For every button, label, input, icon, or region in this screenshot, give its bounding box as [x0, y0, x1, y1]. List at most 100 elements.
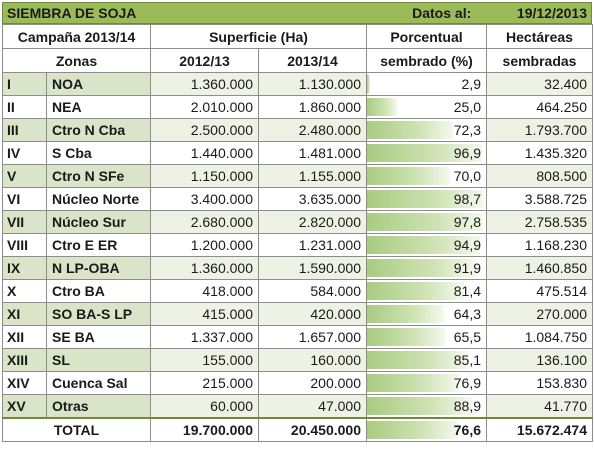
table-row: XIII SL 155.000 160.000 85,1 136.100 — [2, 348, 593, 372]
surface-2013-14: 1.481.000 — [258, 141, 367, 165]
year1-header: 2012/13 — [150, 48, 259, 73]
header-row-2: Zonas 2012/13 2013/14 sembrado (%) sembr… — [2, 48, 593, 73]
table-row: V Ctro N SFe 1.150.000 1.155.000 70,0 808.500 — [2, 164, 593, 188]
percent-sown: 96,9 — [453, 145, 481, 161]
surface-2012-13: 3.400.000 — [150, 187, 259, 211]
total-hectares: 15.672.474 — [486, 416, 593, 442]
percent-bar — [367, 121, 454, 139]
table-row: XV Otras 60.000 47.000 88,9 41.770 — [2, 394, 593, 418]
zone-name: NEA — [46, 95, 151, 119]
percent-bar — [367, 282, 464, 300]
percent-cell: 96,9 — [366, 141, 487, 165]
total-percent-bar — [367, 420, 459, 439]
percent-sown: 94,9 — [453, 237, 481, 253]
date-value: 19/12/2013 — [516, 5, 587, 21]
hectares-sown: 41.770 — [486, 394, 593, 418]
zone-name: N LP-OBA — [46, 256, 151, 280]
percent-cell: 64,3 — [366, 302, 487, 326]
zone-number: II — [2, 95, 47, 119]
percent-cell: 72,3 — [366, 118, 487, 142]
percent-sown: 70,0 — [453, 168, 481, 184]
zone-name: SL — [46, 348, 151, 372]
total-label: TOTAL — [2, 416, 151, 442]
surface-2012-13: 1.360.000 — [150, 72, 259, 96]
header-row-1: Campaña 2013/14 Superficie (Ha) Porcentu… — [2, 24, 593, 49]
percent-bar — [367, 397, 473, 415]
percent-cell: 2,9 — [366, 72, 487, 96]
percent-cell: 65,5 — [366, 325, 487, 349]
percent-bar — [367, 190, 485, 208]
table-row: II NEA 2.010.000 1.860.000 25,0 464.250 — [2, 95, 593, 119]
percent-bar — [367, 328, 445, 346]
percent-bar — [367, 351, 469, 369]
surface-2012-13: 1.200.000 — [150, 233, 259, 257]
zone-number: III — [2, 118, 47, 142]
zone-number: X — [2, 279, 47, 303]
table-row: IV S Cba 1.440.000 1.481.000 96,9 1.435.320 — [2, 141, 593, 165]
hectares-header-line2: sembradas — [486, 48, 593, 73]
percent-sown: 25,0 — [453, 99, 481, 115]
total-2013-14: 20.450.000 — [258, 416, 367, 442]
zone-name: Ctro N Cba — [46, 118, 151, 142]
zone-name: Otras — [46, 394, 151, 418]
surface-2012-13: 1.150.000 — [150, 164, 259, 188]
surface-2013-14: 1.657.000 — [258, 325, 367, 349]
table-row: IX N LP-OBA 1.360.000 1.590.000 91,9 1.460.85… — [2, 256, 593, 280]
zone-name: Núcleo Sur — [46, 210, 151, 234]
percent-cell: 98,7 — [366, 187, 487, 211]
hectares-sown: 32.400 — [486, 72, 593, 96]
total-percent-cell: 76,6 — [366, 416, 487, 442]
hectares-sown: 464.250 — [486, 95, 593, 119]
percent-bar — [367, 167, 451, 185]
hectares-sown: 2.758.535 — [486, 210, 593, 234]
zone-number: VII — [2, 210, 47, 234]
total-2012-13: 19.700.000 — [150, 416, 259, 442]
hectares-sown: 1.460.850 — [486, 256, 593, 280]
percent-sown: 97,8 — [453, 214, 481, 230]
percent-bar — [367, 144, 483, 162]
surface-2013-14: 200.000 — [258, 371, 367, 395]
surface-2013-14: 584.000 — [258, 279, 367, 303]
percent-sown: 2,9 — [461, 76, 481, 92]
table-row: X Ctro BA 418.000 584.000 81,4 475.514 — [2, 279, 593, 303]
surface-2012-13: 155.000 — [150, 348, 259, 372]
percent-cell: 97,8 — [366, 210, 487, 234]
year2-header: 2013/14 — [258, 48, 367, 73]
table-row: VI Núcleo Norte 3.400.000 3.635.000 98,7 3.58… — [2, 187, 593, 211]
percent-cell: 70,0 — [366, 164, 487, 188]
percent-sown: 76,9 — [453, 375, 481, 391]
zone-number: XII — [2, 325, 47, 349]
table-row: XII SE BA 1.337.000 1.657.000 65,5 1.084.750 — [2, 325, 593, 349]
percent-header-line1: Porcentual — [366, 24, 487, 49]
zone-name: Cuenca Sal — [46, 371, 151, 395]
surface-2013-14: 1.231.000 — [258, 233, 367, 257]
percent-sown: 98,7 — [453, 191, 481, 207]
zone-name: SE BA — [46, 325, 151, 349]
zone-name: S Cba — [46, 141, 151, 165]
zone-number: I — [2, 72, 47, 96]
surface-2013-14: 1.155.000 — [258, 164, 367, 188]
total-percent: 76,6 — [453, 421, 481, 438]
percent-sown: 64,3 — [453, 306, 481, 322]
percent-sown: 81,4 — [453, 283, 481, 299]
surface-2013-14: 1.860.000 — [258, 95, 367, 119]
surface-2012-13: 418.000 — [150, 279, 259, 303]
surface-2012-13: 2.680.000 — [150, 210, 259, 234]
surface-2012-13: 215.000 — [150, 371, 259, 395]
percent-sown: 85,1 — [453, 352, 481, 368]
surface-2013-14: 2.820.000 — [258, 210, 367, 234]
zone-name: Ctro BA — [46, 279, 151, 303]
percent-bar — [367, 259, 477, 277]
percent-sown: 72,3 — [453, 122, 481, 138]
zone-name: SO BA-S LP — [46, 302, 151, 326]
hectares-sown: 1.168.230 — [486, 233, 593, 257]
hectares-sown: 1.084.750 — [486, 325, 593, 349]
surface-2013-14: 160.000 — [258, 348, 367, 372]
zone-number: XI — [2, 302, 47, 326]
surface-2013-14: 1.590.000 — [258, 256, 367, 280]
zone-number: XV — [2, 394, 47, 418]
percent-bar — [367, 75, 371, 93]
surface-2012-13: 2.010.000 — [150, 95, 259, 119]
percent-cell: 85,1 — [366, 348, 487, 372]
date-label: Datos al: — [412, 5, 472, 21]
